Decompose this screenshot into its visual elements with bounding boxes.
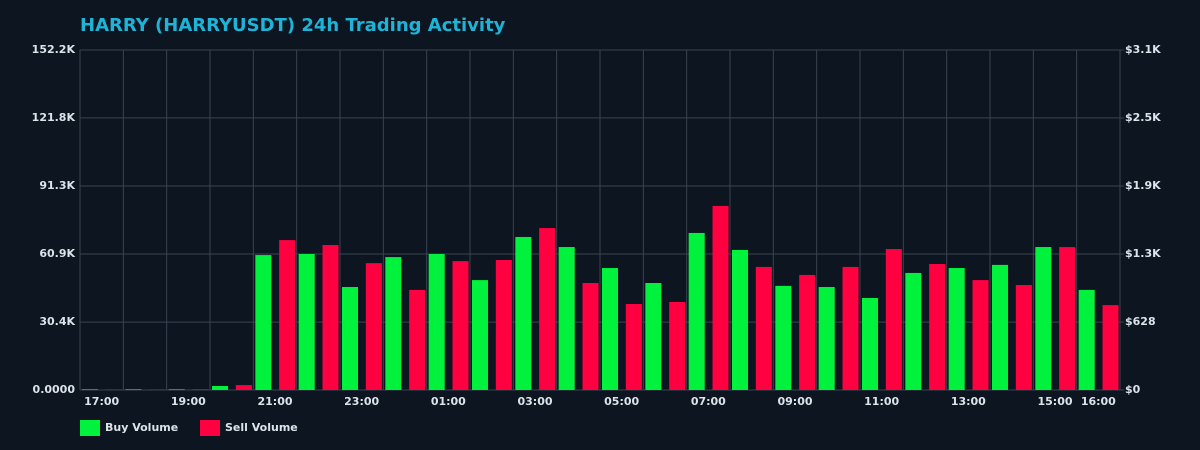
y-tick-label: 152.2K bbox=[32, 43, 76, 56]
bar bbox=[732, 249, 749, 390]
x-tick-label: 19:00 bbox=[171, 395, 206, 408]
bar bbox=[235, 385, 252, 390]
bar bbox=[669, 301, 686, 390]
bar bbox=[688, 232, 705, 390]
bar bbox=[279, 240, 296, 390]
y2-tick-label: $1.3K bbox=[1125, 247, 1161, 260]
bar bbox=[582, 282, 599, 390]
bar bbox=[212, 385, 229, 390]
bar bbox=[192, 389, 209, 390]
y-tick-label: 0.0000 bbox=[33, 383, 76, 396]
bar bbox=[168, 389, 185, 390]
x-tick-label: 13:00 bbox=[951, 395, 986, 408]
y-tick-label: 30.4K bbox=[39, 315, 75, 328]
bar bbox=[342, 287, 359, 390]
x-tick-label: 15:00 bbox=[1037, 395, 1072, 408]
x-tick-label: 05:00 bbox=[604, 395, 639, 408]
y2-tick-label: $3.1K bbox=[1125, 43, 1161, 56]
bar bbox=[1035, 247, 1052, 390]
x-tick-label: 21:00 bbox=[257, 395, 292, 408]
bar bbox=[885, 249, 902, 390]
bar bbox=[428, 253, 445, 390]
x-tick-label: 23:00 bbox=[344, 395, 379, 408]
x-tick-label: 01:00 bbox=[431, 395, 466, 408]
bar bbox=[625, 303, 642, 390]
chart-title: HARRY (HARRYUSDT) 24h Trading Activity bbox=[80, 15, 506, 36]
y2-tick-label: $628 bbox=[1125, 315, 1156, 328]
bar bbox=[452, 261, 469, 390]
bar bbox=[972, 280, 989, 390]
x-tick-label: 11:00 bbox=[864, 395, 899, 408]
bar bbox=[472, 280, 489, 390]
bar bbox=[125, 389, 142, 390]
bar bbox=[495, 259, 512, 390]
legend-label: Sell Volume bbox=[225, 421, 298, 434]
bar bbox=[322, 245, 339, 390]
legend-swatch bbox=[200, 420, 220, 436]
x-tick-label: 03:00 bbox=[517, 395, 552, 408]
bar bbox=[1059, 247, 1076, 390]
bar bbox=[255, 255, 272, 390]
bar bbox=[645, 282, 662, 390]
bar bbox=[755, 266, 772, 390]
bar bbox=[409, 289, 426, 390]
bar bbox=[602, 268, 619, 390]
bar bbox=[1102, 305, 1119, 390]
bar bbox=[712, 205, 729, 390]
bar bbox=[539, 228, 556, 390]
bar bbox=[82, 389, 99, 390]
bar bbox=[1078, 289, 1095, 390]
bar bbox=[818, 287, 835, 390]
y-tick-label: 60.9K bbox=[39, 247, 75, 260]
legend-swatch bbox=[80, 420, 100, 436]
y-tick-label: 121.8K bbox=[32, 111, 76, 124]
x-tick-label: 09:00 bbox=[777, 395, 812, 408]
y2-tick-label: $0 bbox=[1125, 383, 1141, 396]
bar bbox=[905, 272, 922, 390]
bar bbox=[862, 297, 879, 390]
bar bbox=[992, 264, 1009, 390]
y-tick-label: 91.3K bbox=[39, 179, 75, 192]
y2-tick-label: $2.5K bbox=[1125, 111, 1161, 124]
bar bbox=[558, 247, 575, 390]
x-tick-label: 17:00 bbox=[84, 395, 119, 408]
x-tick-label: 07:00 bbox=[691, 395, 726, 408]
bar bbox=[298, 253, 315, 390]
bar bbox=[365, 263, 382, 390]
x-tick-label: 16:00 bbox=[1081, 395, 1116, 408]
bar bbox=[775, 285, 792, 390]
bar bbox=[948, 268, 965, 390]
bar bbox=[385, 257, 402, 390]
bar bbox=[799, 274, 816, 390]
bar bbox=[929, 264, 946, 390]
bar bbox=[1015, 285, 1032, 390]
bar bbox=[842, 266, 859, 390]
y2-tick-label: $1.9K bbox=[1125, 179, 1161, 192]
bar bbox=[515, 236, 532, 390]
legend-label: Buy Volume bbox=[105, 421, 178, 434]
